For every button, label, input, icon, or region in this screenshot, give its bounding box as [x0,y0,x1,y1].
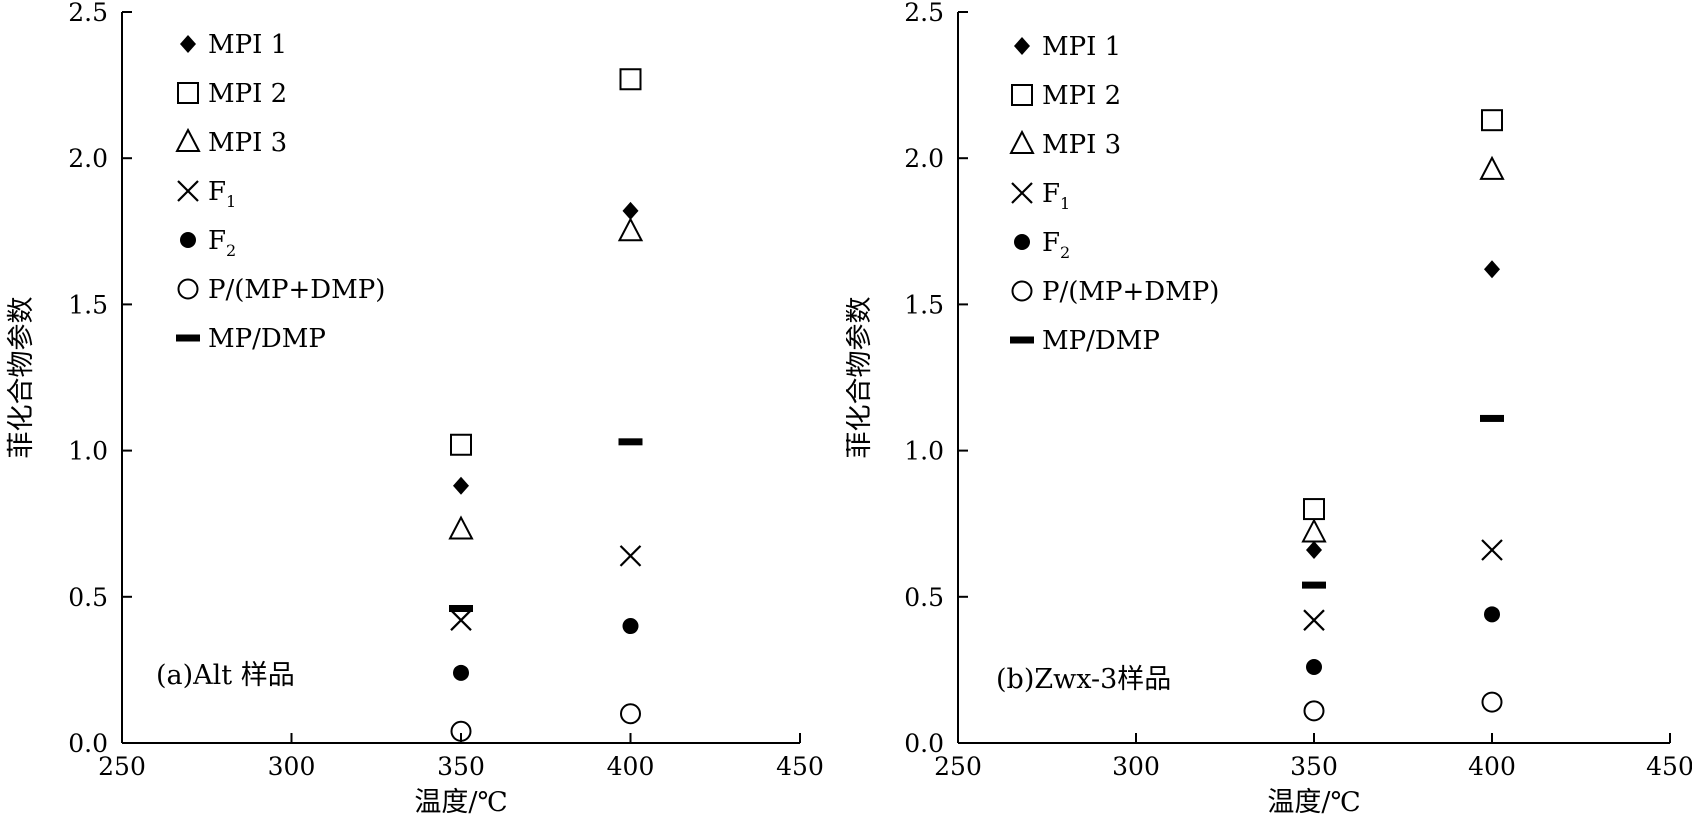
point-a-cross-350 [450,609,472,631]
legend-marker-dash [176,334,200,342]
x-tick-label: 450 [1646,752,1692,781]
point-b-dash-400 [1480,414,1504,422]
legend-marker-triangle-open [175,127,201,152]
point-a-circle-filled-400 [622,618,639,635]
legend-label: F2 [208,226,236,260]
point-a-diamond-filled-400 [622,201,639,220]
x-tick-label: 350 [1290,752,1338,781]
point-a-triangle-open-400 [617,217,644,242]
y-tick-label: 1.5 [68,290,108,319]
legend-marker-circle-open [1011,280,1033,302]
legend-marker-cross [1011,182,1033,204]
legend-marker-circle-filled [180,232,196,248]
legend-label: MP/DMP [208,324,326,354]
point-a-square-open-350 [450,433,472,456]
chart-panel-a: 0.0 0.5 1.0 1.5 2.0 2.5 250 300 350 400 450 温度/℃ 菲化合… [6,0,824,818]
legend-label: MPI 2 [1042,81,1121,111]
point-a-triangle-open-350 [448,515,474,540]
point-a-circle-open-400 [620,703,641,725]
legend-marker-circle-filled [1014,234,1030,250]
x-axis-title: 温度/℃ [414,787,507,818]
y-tick-label: 0.5 [904,583,944,612]
legend-marker-diamond-filled [180,35,196,53]
legend-label: F1 [1042,179,1070,213]
point-b-cross-400 [1481,539,1503,561]
y-tick-label: 0.5 [68,583,108,612]
data-points [448,68,644,742]
point-b-circle-open-350 [1303,700,1325,722]
point-b-triangle-open-400 [1479,155,1505,180]
legend-label: MPI 1 [1042,32,1121,62]
x-tick-label: 250 [934,752,982,781]
legend-marker-square-open [177,82,199,104]
point-b-cross-350 [1303,609,1325,631]
legend: MPI 1 MPI 2 MPI 3 F1 F2 P/(MP+DMP) MP/DMP [1009,32,1219,356]
point-b-square-open-400 [1481,109,1503,132]
y-tick-label: 2.0 [904,144,944,173]
panel-label: (a)Alt 样品 [156,660,295,691]
legend-label: MP/DMP [1042,326,1160,356]
x-tick-label: 350 [437,752,485,781]
point-b-circle-filled-400 [1484,606,1500,623]
point-b-circle-filled-350 [1306,658,1322,675]
point-b-square-open-350 [1303,498,1325,521]
y-tick-label: 1.0 [68,437,108,466]
data-points [1301,109,1505,722]
y-tick-label: 2.0 [68,144,108,173]
y-tick-label: 1.0 [904,437,944,466]
chart-panel-b: 0.0 0.5 1.0 1.5 2.0 2.5 250 300 350 400 450 温度/℃ 菲化合… [846,0,1692,818]
legend-label: MPI 3 [208,128,287,158]
point-a-dash-350 [449,604,473,612]
point-b-circle-open-400 [1481,691,1503,713]
point-b-triangle-open-350 [1301,518,1327,543]
legend-label: MPI 2 [208,79,287,109]
legend-marker-dash [1010,336,1034,344]
point-a-dash-400 [618,438,643,446]
x-tick-label: 300 [1112,752,1160,781]
legend-label: F1 [208,177,236,211]
x-tick-label: 450 [776,752,824,781]
x-tick-label: 250 [98,752,146,781]
y-tick-label: 0.0 [68,729,108,758]
legend-label: F2 [1042,228,1070,262]
y-axis-title: 菲化合物参数 [846,297,875,459]
y-axis-title: 菲化合物参数 [6,297,37,459]
x-tick-label: 400 [607,752,655,781]
point-b-diamond-filled-400 [1484,260,1500,279]
point-a-square-open-400 [619,68,642,91]
legend-label: P/(MP+DMP) [1042,277,1219,307]
point-b-dash-350 [1302,581,1326,589]
x-axis-title: 温度/℃ [1267,787,1360,818]
y-tick-label: 2.5 [68,0,108,27]
x-tick-label: 400 [1468,752,1516,781]
panel-label: (b)Zwx-3样品 [996,664,1171,695]
legend-label: MPI 1 [208,30,287,60]
legend-label: MPI 3 [1042,130,1121,160]
y-tick-label: 1.5 [904,290,944,319]
point-a-circle-filled-350 [453,664,469,681]
legend-marker-square-open [1011,84,1033,106]
legend: MPI 1 MPI 2 MPI 3 F1 F2 P/(MP+DMP) MP/DMP [175,30,385,354]
legend-marker-triangle-open [1009,129,1035,154]
y-tick-label: 0.0 [904,729,944,758]
legend-marker-diamond-filled [1014,37,1030,55]
legend-marker-circle-open [177,278,199,300]
x-tick-label: 300 [268,752,316,781]
legend-label: P/(MP+DMP) [208,275,385,305]
legend-marker-cross [177,180,199,202]
point-a-diamond-filled-350 [453,476,469,495]
point-a-circle-open-350 [450,720,472,742]
point-b-diamond-filled-350 [1306,541,1322,560]
point-a-cross-400 [619,545,642,567]
y-tick-label: 2.5 [904,0,944,27]
